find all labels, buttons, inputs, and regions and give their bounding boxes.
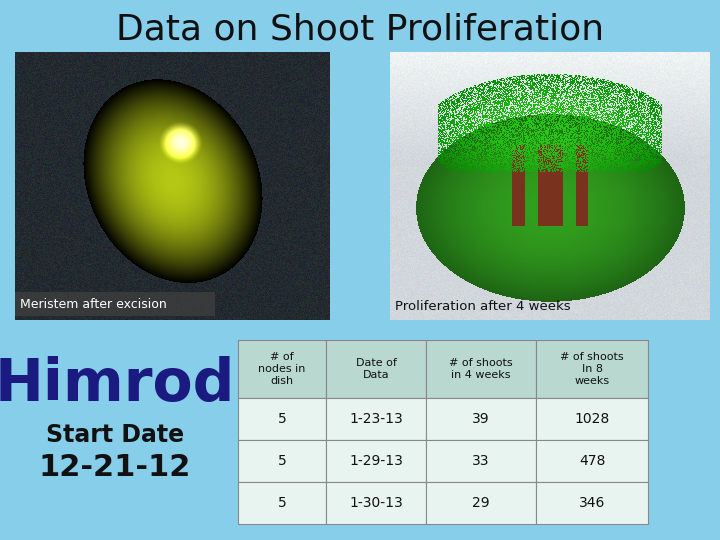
Bar bbox=[426, 440, 536, 482]
Text: 5: 5 bbox=[278, 412, 287, 426]
Text: # of shoots
in 4 weeks: # of shoots in 4 weeks bbox=[449, 358, 513, 380]
Bar bbox=[426, 482, 536, 524]
Text: 29: 29 bbox=[472, 496, 490, 510]
Text: Meristem after excision: Meristem after excision bbox=[20, 298, 167, 310]
Bar bbox=[238, 482, 326, 524]
Text: 1-30-13: 1-30-13 bbox=[349, 496, 403, 510]
Bar bbox=[536, 398, 648, 440]
Bar bbox=[326, 440, 426, 482]
Text: # of
nodes in
dish: # of nodes in dish bbox=[258, 353, 306, 386]
Bar bbox=[15, 292, 215, 316]
Text: # of shoots
In 8
weeks: # of shoots In 8 weeks bbox=[560, 353, 624, 386]
Text: Himrod: Himrod bbox=[0, 356, 235, 414]
Bar bbox=[536, 440, 648, 482]
Bar bbox=[536, 340, 648, 398]
Bar bbox=[426, 340, 536, 398]
Text: 12-21-12: 12-21-12 bbox=[39, 454, 192, 483]
Text: 478: 478 bbox=[579, 454, 606, 468]
Text: 5: 5 bbox=[278, 496, 287, 510]
Bar bbox=[426, 398, 536, 440]
Text: Data on Shoot Proliferation: Data on Shoot Proliferation bbox=[116, 13, 604, 47]
Text: Date of
Data: Date of Data bbox=[356, 358, 397, 380]
Text: 1028: 1028 bbox=[575, 412, 610, 426]
Text: 5: 5 bbox=[278, 454, 287, 468]
Text: 346: 346 bbox=[579, 496, 606, 510]
Text: Proliferation after 4 weeks: Proliferation after 4 weeks bbox=[395, 300, 571, 313]
Text: Start Date: Start Date bbox=[46, 423, 184, 447]
Bar bbox=[238, 340, 326, 398]
Text: 1-23-13: 1-23-13 bbox=[349, 412, 403, 426]
Bar bbox=[326, 340, 426, 398]
Bar bbox=[326, 398, 426, 440]
Bar bbox=[238, 440, 326, 482]
Bar bbox=[238, 398, 326, 440]
Bar bbox=[536, 482, 648, 524]
Bar bbox=[326, 482, 426, 524]
Text: 33: 33 bbox=[472, 454, 490, 468]
Text: 1-29-13: 1-29-13 bbox=[349, 454, 403, 468]
Text: 39: 39 bbox=[472, 412, 490, 426]
